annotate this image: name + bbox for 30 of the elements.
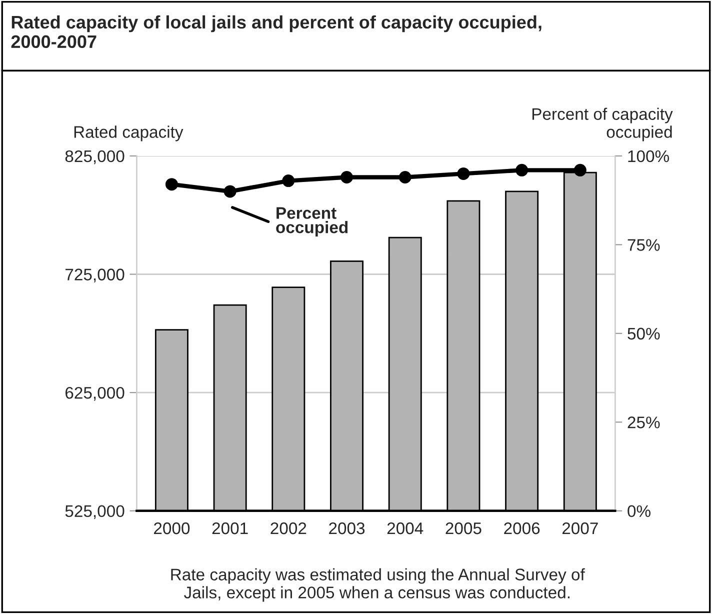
y2-tick-label: 100% [628, 150, 670, 162]
text: Rate capacity was estimated using the Annual Survey of Jails, except in 2005 when a census was conducted. [171, 568, 585, 602]
x-tick-label: 2005 [446, 522, 482, 534]
x-tick-label: 2007 [562, 522, 598, 534]
y-tick-label: 625,000 [66, 386, 124, 401]
y-tick-label: 825,000 [65, 150, 124, 164]
y-axis-title: Rated capacity [74, 126, 184, 142]
x-tick-label: 2000 [154, 522, 190, 534]
annotation: Percent occupied [276, 207, 348, 237]
point [516, 164, 528, 176]
x-tick-label: 2004 [387, 522, 424, 534]
point [224, 185, 236, 198]
x-tick-label: 2003 [329, 522, 365, 534]
x-tick-label: 2006 [504, 522, 540, 534]
y2-tick-label: 25% [628, 416, 660, 428]
x-tick-label: 2002 [270, 522, 306, 534]
point [574, 164, 586, 176]
y-tick-label: 725,000 [66, 268, 124, 282]
y-tick-label: 525,000 [65, 505, 124, 520]
y2-tick-label: 50% [628, 328, 660, 340]
x-tick-label: 2001 [212, 522, 248, 534]
point [165, 178, 178, 191]
y2-tick-label: 75% [628, 239, 660, 251]
point [340, 171, 354, 184]
point [398, 171, 412, 184]
point [282, 174, 295, 188]
point [457, 167, 470, 180]
y2-axis-title: Percent of capacity occupied [532, 108, 673, 142]
y2-tick-label: 0% [628, 505, 650, 518]
chart-title: Rated capacity of local jails and percent of capacity occupied, 2000-2007 [11, 15, 542, 48]
